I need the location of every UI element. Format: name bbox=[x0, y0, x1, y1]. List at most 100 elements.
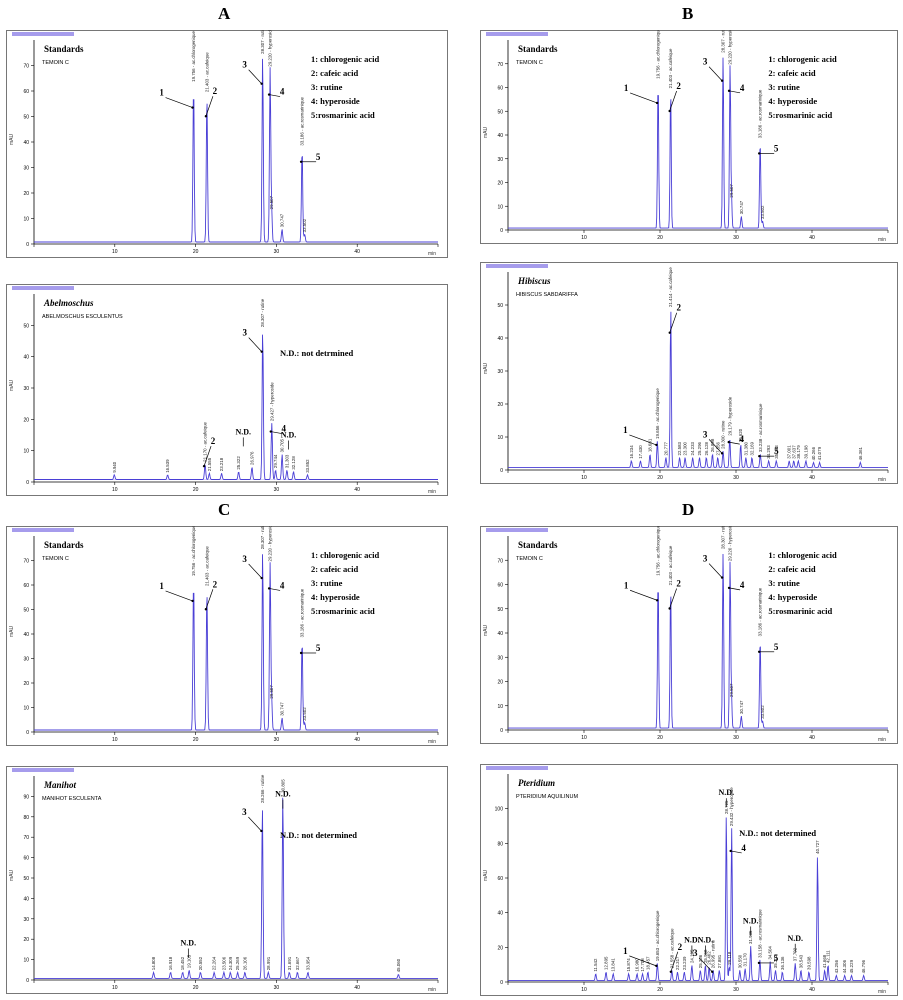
callout-arrow bbox=[669, 90, 677, 112]
x-tick-label: 40 bbox=[809, 475, 815, 481]
signal-trace bbox=[34, 797, 438, 979]
callout-arrow-head bbox=[191, 106, 194, 109]
peak-label: 31.935 bbox=[748, 930, 753, 944]
panel-frame bbox=[6, 766, 448, 994]
y-axis-label: mAU bbox=[483, 127, 489, 139]
not-determined-mark: N.D. bbox=[235, 427, 251, 436]
peak-label: 44.306 bbox=[842, 959, 847, 973]
signal-trace bbox=[508, 311, 888, 468]
y-tick-label: 30 bbox=[497, 655, 503, 661]
callout-arrow-head bbox=[727, 89, 731, 93]
compound-callout-4: 4 bbox=[740, 580, 745, 590]
peak-label: 24.233 bbox=[690, 441, 695, 455]
peak-label: 23.506 bbox=[221, 956, 226, 970]
compound-callout-2: 2 bbox=[213, 579, 218, 589]
y-axis-label: mAU bbox=[483, 363, 489, 375]
y-tick-label: 10 bbox=[497, 204, 503, 210]
peak-label: 25.269 bbox=[235, 956, 240, 970]
peak-label: 16.234 bbox=[629, 445, 634, 459]
y-tick-label: 40 bbox=[497, 336, 503, 342]
callout-arrow-head bbox=[299, 651, 303, 655]
y-tick-label: 20 bbox=[23, 417, 29, 423]
callout-arrow-head bbox=[758, 454, 761, 458]
peak-label: 29.507 bbox=[729, 683, 734, 697]
not-determined-mark: N.D. bbox=[684, 936, 700, 945]
y-tick-label: 50 bbox=[23, 323, 29, 329]
sample-subtitle: TEMOIN C bbox=[42, 60, 69, 66]
peak-label: 41.079 bbox=[817, 446, 822, 460]
y-tick-label: 70 bbox=[497, 558, 503, 564]
compound-callout-4: 4 bbox=[740, 434, 745, 444]
y-tick-label: 60 bbox=[497, 86, 503, 92]
peak-label: 28.307 - rutine bbox=[260, 298, 265, 327]
callout-arrow bbox=[698, 957, 713, 973]
compound-callout-5: 5 bbox=[774, 953, 779, 963]
instrument-banner bbox=[12, 528, 74, 532]
compound-callout-1: 1 bbox=[623, 946, 628, 956]
peak-label: 11.542 bbox=[593, 958, 598, 972]
peak-label: 19.756 - ac.chlorogenique bbox=[191, 526, 196, 576]
section-label-d: D bbox=[682, 500, 695, 519]
chromatogram-panel-a-standards: mAU min 0 10 20 30 40 50 60 70 10 20 30 40 Standards TE… bbox=[6, 30, 448, 258]
peak-label: 29.507 bbox=[269, 195, 274, 209]
compound-callout-1: 1 bbox=[624, 580, 629, 590]
compound-callout-5: 5 bbox=[316, 152, 321, 162]
y-tick-label: 40 bbox=[497, 911, 503, 917]
peak-label: 17.430 bbox=[638, 445, 643, 459]
y-tick-label: 50 bbox=[23, 876, 29, 882]
y-tick-label: 70 bbox=[23, 64, 29, 70]
callout-arrow bbox=[248, 69, 262, 84]
peak-label: 21.555 bbox=[207, 457, 212, 471]
compound-callout-3: 3 bbox=[703, 554, 708, 564]
y-tick-label: 10 bbox=[23, 958, 29, 964]
panel-frame bbox=[6, 30, 448, 258]
x-tick-label: 20 bbox=[193, 737, 199, 743]
panel-frame bbox=[480, 526, 898, 744]
x-tick-label: 10 bbox=[112, 985, 118, 991]
peak-label: 34.504 bbox=[768, 946, 773, 960]
peak-label: 28.300 - rutine bbox=[721, 420, 726, 449]
legend-entry-5: 5:rosmarinic acid bbox=[768, 606, 832, 616]
legend-entry-4: 4: hyperoside bbox=[311, 96, 360, 106]
x-tick-label: 40 bbox=[354, 737, 360, 743]
callout-arrow-head bbox=[204, 115, 208, 118]
legend-entry-2: 2: cafeic acid bbox=[311, 564, 358, 574]
chromatogram-panel-d-standards: mAU min 0 10 20 30 40 50 60 70 10 20 30 40 Standards TE… bbox=[480, 526, 898, 744]
x-tick-label: 10 bbox=[581, 475, 587, 481]
x-tick-label: 30 bbox=[733, 735, 739, 741]
peak-label: 13.841 bbox=[611, 958, 616, 972]
callout-arrow-head bbox=[720, 576, 724, 579]
legend-entry-3: 3: rutine bbox=[768, 82, 800, 92]
callout-arrow bbox=[165, 97, 193, 108]
not-determined-note: N.D.: not detrmined bbox=[280, 348, 353, 358]
compound-callout-4: 4 bbox=[282, 424, 287, 434]
peak-label: 19.653 - ac.chlorogenique bbox=[655, 910, 660, 961]
peak-label: 33.954 bbox=[305, 956, 310, 970]
peak-label: 33.186 - ac.rosmarinique bbox=[300, 96, 305, 145]
sample-title: Hibiscus bbox=[517, 276, 551, 286]
peak-label: 34.293 bbox=[766, 445, 771, 459]
callout-arrow-head bbox=[267, 93, 271, 96]
x-tick-label: 20 bbox=[193, 249, 199, 255]
x-tick-label: 10 bbox=[112, 487, 118, 493]
peak-label: 41.668 bbox=[822, 954, 827, 968]
callout-arrow bbox=[248, 563, 262, 579]
peak-label: 30.550 bbox=[737, 954, 742, 968]
peak-label: 22.583 bbox=[677, 441, 682, 455]
y-tick-label: 20 bbox=[23, 937, 29, 943]
y-tick-label: 90 bbox=[23, 794, 29, 800]
compound-callout-3: 3 bbox=[703, 57, 708, 67]
not-determined-mark: N.D. bbox=[275, 790, 291, 799]
peak-label: 29.432 - hyperoside bbox=[729, 787, 734, 826]
y-axis-label: mAU bbox=[9, 870, 15, 882]
peak-label: 26.128 bbox=[704, 441, 709, 455]
y-tick-label: 50 bbox=[23, 115, 29, 121]
peak-label: 28.307 - rutine bbox=[260, 30, 265, 54]
y-tick-label: 20 bbox=[497, 402, 503, 408]
callout-arrow-head bbox=[267, 587, 271, 590]
y-axis-label: mAU bbox=[483, 870, 489, 882]
peak-label: 39.198 bbox=[803, 445, 808, 459]
not-determined-mark: N.D. bbox=[281, 431, 297, 440]
callout-arrow bbox=[670, 951, 679, 972]
compound-callout-1: 1 bbox=[624, 83, 629, 93]
